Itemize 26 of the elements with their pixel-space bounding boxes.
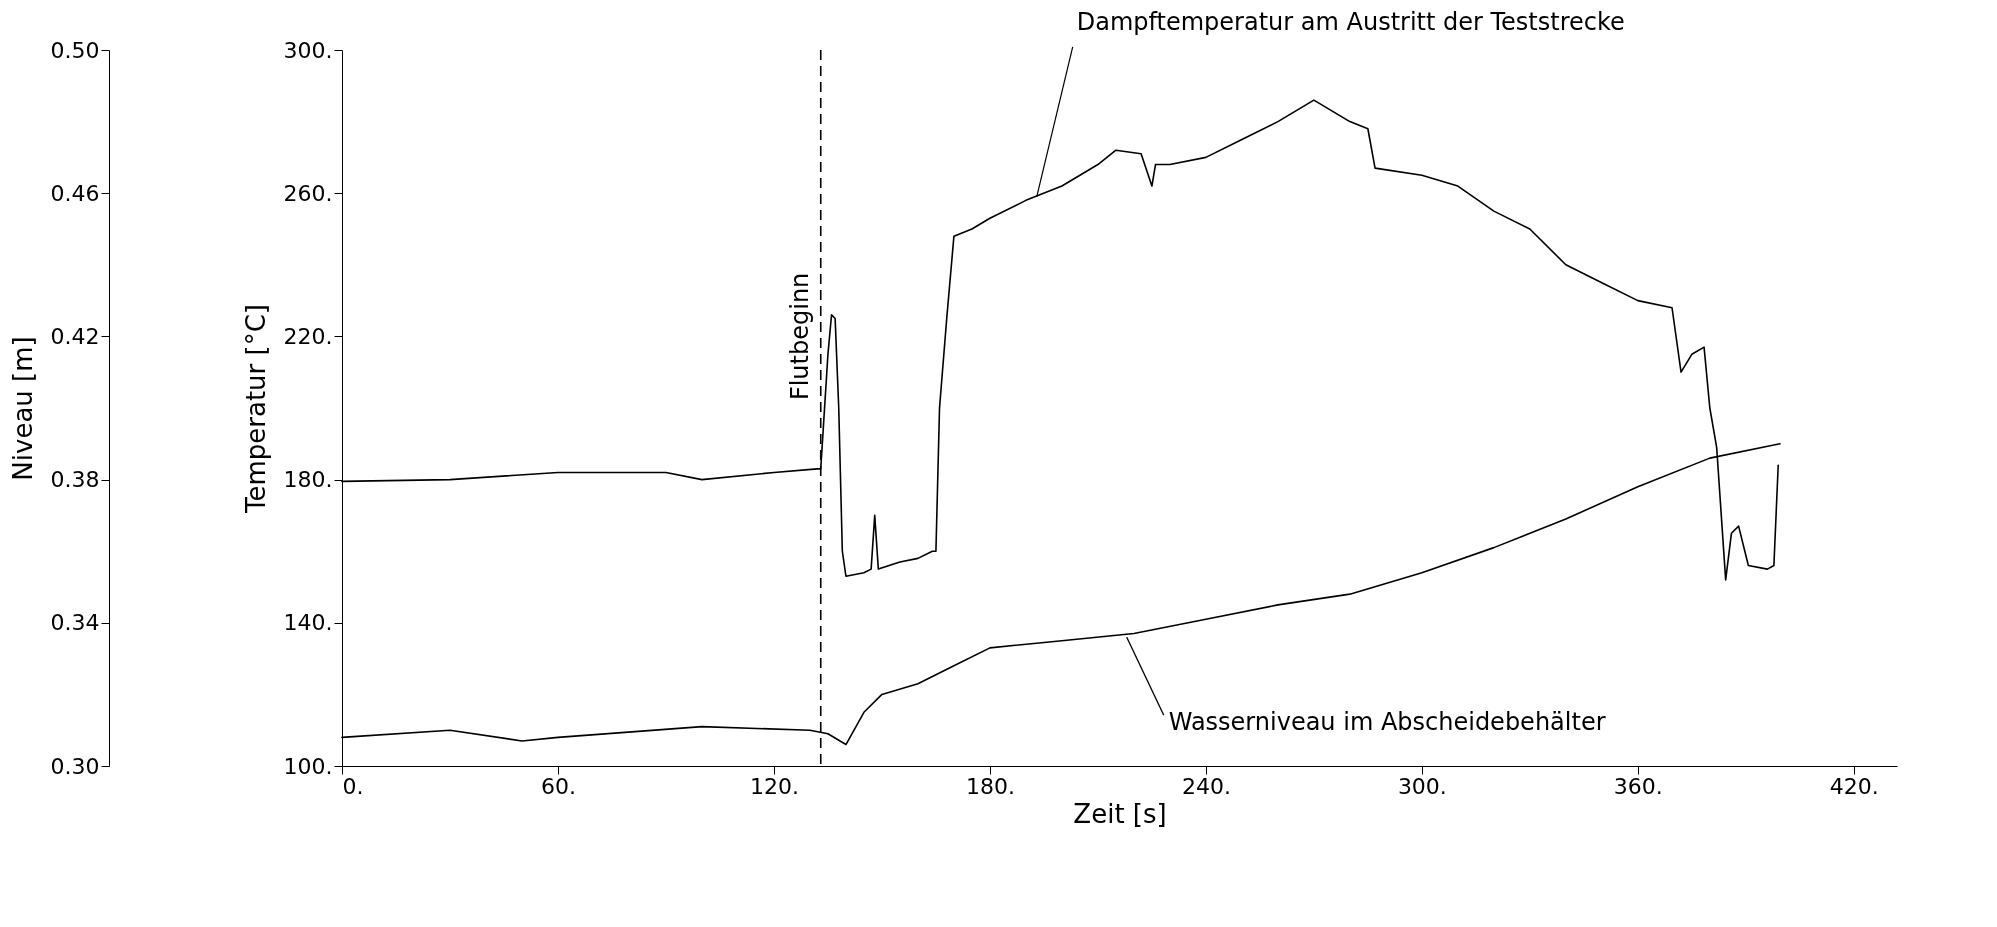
ref-line-label: Flutbeginn (785, 272, 814, 401)
annotation: Dampftemperatur am Austritt der Teststrecke (1076, 7, 1625, 36)
x-tick-label: 300. (1397, 773, 1447, 799)
y2-tick-label: 0.46 (50, 180, 100, 206)
y-axis-title: Temperatur [°C] (240, 304, 271, 514)
x-tick-label: 120. (749, 773, 799, 799)
x-tick-label: 240. (1181, 773, 1231, 799)
x-tick-label: 180. (965, 773, 1015, 799)
y-tick-label: 180. (283, 467, 333, 493)
y2-tick-label: 0.42 (50, 323, 100, 349)
x-tick-label: 60. (540, 773, 576, 799)
x-axis-title: Zeit [s] (1073, 798, 1167, 829)
y-tick-label: 140. (283, 610, 333, 636)
y2-tick-label: 0.50 (50, 37, 100, 63)
y2-tick-label: 0.30 (50, 753, 100, 779)
y2-tick-label: 0.34 (50, 610, 100, 636)
x-tick-label: 0. (342, 773, 364, 799)
y-tick-label: 260. (283, 180, 333, 206)
x-tick-label: 420. (1829, 773, 1879, 799)
x-tick-label: 360. (1613, 773, 1663, 799)
y-tick-label: 300. (283, 37, 333, 63)
y2-axis-title: Niveau [m] (7, 336, 38, 481)
annotation: Wasserniveau im Abscheidebehälter (1168, 708, 1606, 737)
y2-tick-label: 0.38 (50, 467, 100, 493)
y-tick-label: 100. (283, 753, 333, 779)
y-tick-label: 220. (283, 323, 333, 349)
